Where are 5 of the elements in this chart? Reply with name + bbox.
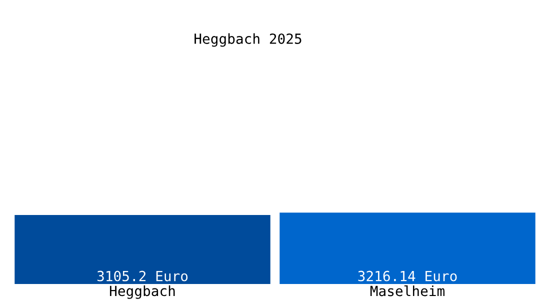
x-tick-label: Maselheim	[370, 285, 444, 296]
data-label: 3216.14 Euro	[358, 270, 457, 282]
chart-title: Heggbach 2025	[194, 33, 302, 47]
x-tick-label: Heggbach	[110, 285, 175, 299]
data-label: 3105.2 Euro	[97, 270, 188, 282]
